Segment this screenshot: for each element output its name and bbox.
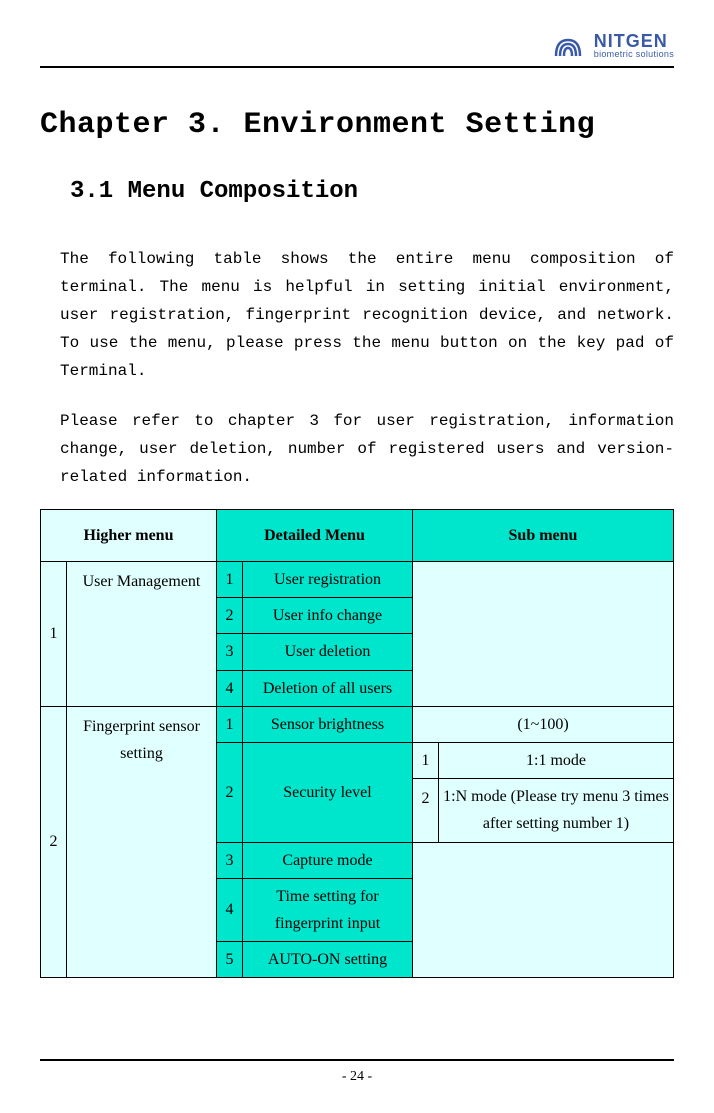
detailed-label: AUTO-ON setting: [243, 942, 413, 978]
logo-name: NITGEN: [594, 32, 674, 50]
detailed-num: 3: [217, 842, 243, 878]
detailed-num: 5: [217, 942, 243, 978]
higher-label: User Management: [67, 562, 217, 707]
chapter-title: Chapter 3. Environment Setting: [40, 108, 674, 142]
detailed-num: 1: [217, 562, 243, 598]
sub-label: 1:1 mode: [439, 742, 674, 778]
higher-num: 2: [41, 706, 67, 978]
higher-label: Fingerprint sensor setting: [67, 706, 217, 978]
sub-num: 2: [413, 779, 439, 842]
sub-empty: [413, 562, 674, 707]
sub-label: 1:N mode (Please try menu 3 times after …: [439, 779, 674, 842]
page-number: - 24 -: [0, 1069, 714, 1085]
col-detailed-menu: Detailed Menu: [217, 510, 413, 562]
detailed-label: Capture mode: [243, 842, 413, 878]
intro-paragraph-1: The following table shows the entire men…: [40, 245, 674, 385]
brand-logo: NITGEN biometric solutions: [548, 30, 674, 60]
sub-empty: [413, 842, 674, 978]
header-divider: [40, 66, 674, 68]
detailed-label: Sensor brightness: [243, 706, 413, 742]
detailed-num: 4: [217, 670, 243, 706]
sub-single: (1~100): [413, 706, 674, 742]
section-title: 3.1 Menu Composition: [70, 178, 674, 205]
detailed-label: Security level: [243, 742, 413, 842]
detailed-label: User registration: [243, 562, 413, 598]
detailed-num: 4: [217, 878, 243, 941]
detailed-num: 3: [217, 634, 243, 670]
intro-paragraph-2: Please refer to chapter 3 for user regis…: [40, 407, 674, 491]
higher-num: 1: [41, 562, 67, 707]
logo-subtitle: biometric solutions: [594, 50, 674, 59]
page-header: NITGEN biometric solutions: [40, 30, 674, 60]
fingerprint-icon: [548, 30, 588, 60]
detailed-num: 2: [217, 598, 243, 634]
detailed-num: 2: [217, 742, 243, 842]
detailed-label: Deletion of all users: [243, 670, 413, 706]
table-row: 1 User Management 1 User registration: [41, 562, 674, 598]
detailed-label: User deletion: [243, 634, 413, 670]
menu-composition-table: Higher menu Detailed Menu Sub menu 1 Use…: [40, 509, 674, 978]
detailed-label: Time setting for fingerprint input: [243, 878, 413, 941]
col-higher-menu: Higher menu: [41, 510, 217, 562]
sub-num: 1: [413, 742, 439, 778]
footer-divider: [40, 1059, 674, 1061]
detailed-num: 1: [217, 706, 243, 742]
detailed-label: User info change: [243, 598, 413, 634]
table-row: 2 Fingerprint sensor setting 1 Sensor br…: [41, 706, 674, 742]
table-header-row: Higher menu Detailed Menu Sub menu: [41, 510, 674, 562]
col-sub-menu: Sub menu: [413, 510, 674, 562]
